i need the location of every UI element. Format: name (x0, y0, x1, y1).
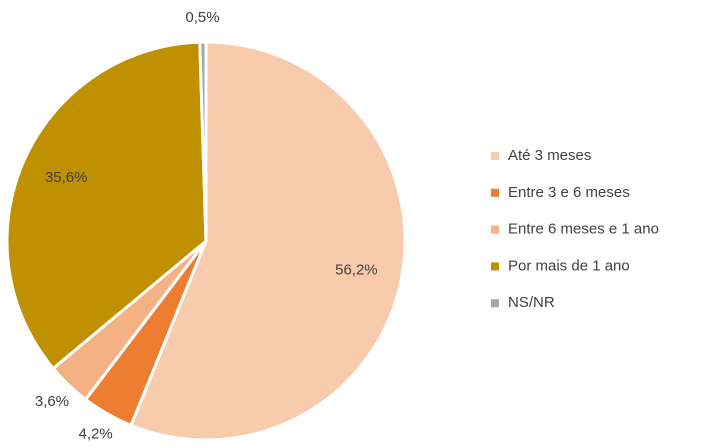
data-label: 56,2% (335, 261, 378, 278)
legend-label: Entre 3 e 6 meses (508, 184, 630, 201)
legend-marker (491, 152, 499, 160)
pie-slice (129, 40, 407, 442)
legend-label: Até 3 meses (508, 147, 591, 164)
legend-marker (491, 188, 499, 197)
data-label: 0,5% (185, 9, 219, 26)
pie-slice (198, 40, 208, 242)
pie-slice (5, 40, 208, 371)
legend-marker (491, 299, 499, 308)
legend-marker (491, 262, 499, 271)
data-label: 4,2% (79, 426, 113, 443)
legend-marker (491, 225, 499, 234)
data-label: 35,6% (45, 169, 88, 186)
legend-label: Por mais de 1 ano (508, 257, 630, 274)
legend-label: NS/NR (508, 294, 555, 311)
data-label: 3,6% (35, 393, 69, 410)
legend-label: Entre 6 meses e 1 ano (508, 221, 659, 238)
